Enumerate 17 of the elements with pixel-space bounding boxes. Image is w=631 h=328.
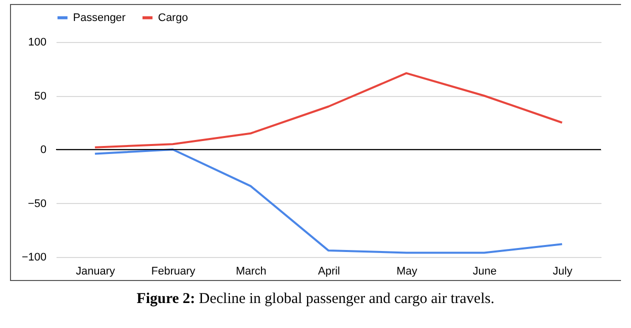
legend-label: Cargo <box>158 12 188 24</box>
x-tick-label: February <box>151 266 196 278</box>
y-tick-label: −100 <box>22 252 46 264</box>
y-tick-label: 100 <box>28 36 46 48</box>
x-tick-label: May <box>396 266 418 278</box>
legend-label: Passenger <box>73 12 126 24</box>
x-tick-label: April <box>318 266 340 278</box>
y-tick-label: 50 <box>34 90 46 102</box>
x-tick-label: March <box>236 266 266 278</box>
y-tick-label: 0 <box>40 144 46 156</box>
line-series <box>94 148 564 254</box>
line-series <box>94 72 564 148</box>
y-tick-label: −50 <box>28 198 46 210</box>
x-tick-label: July <box>552 266 573 278</box>
caption: Figure 2: Decline in global passenger and cargo air travels. <box>136 291 496 308</box>
x-tick-label: June <box>472 266 497 278</box>
x-tick-label: January <box>76 266 116 278</box>
